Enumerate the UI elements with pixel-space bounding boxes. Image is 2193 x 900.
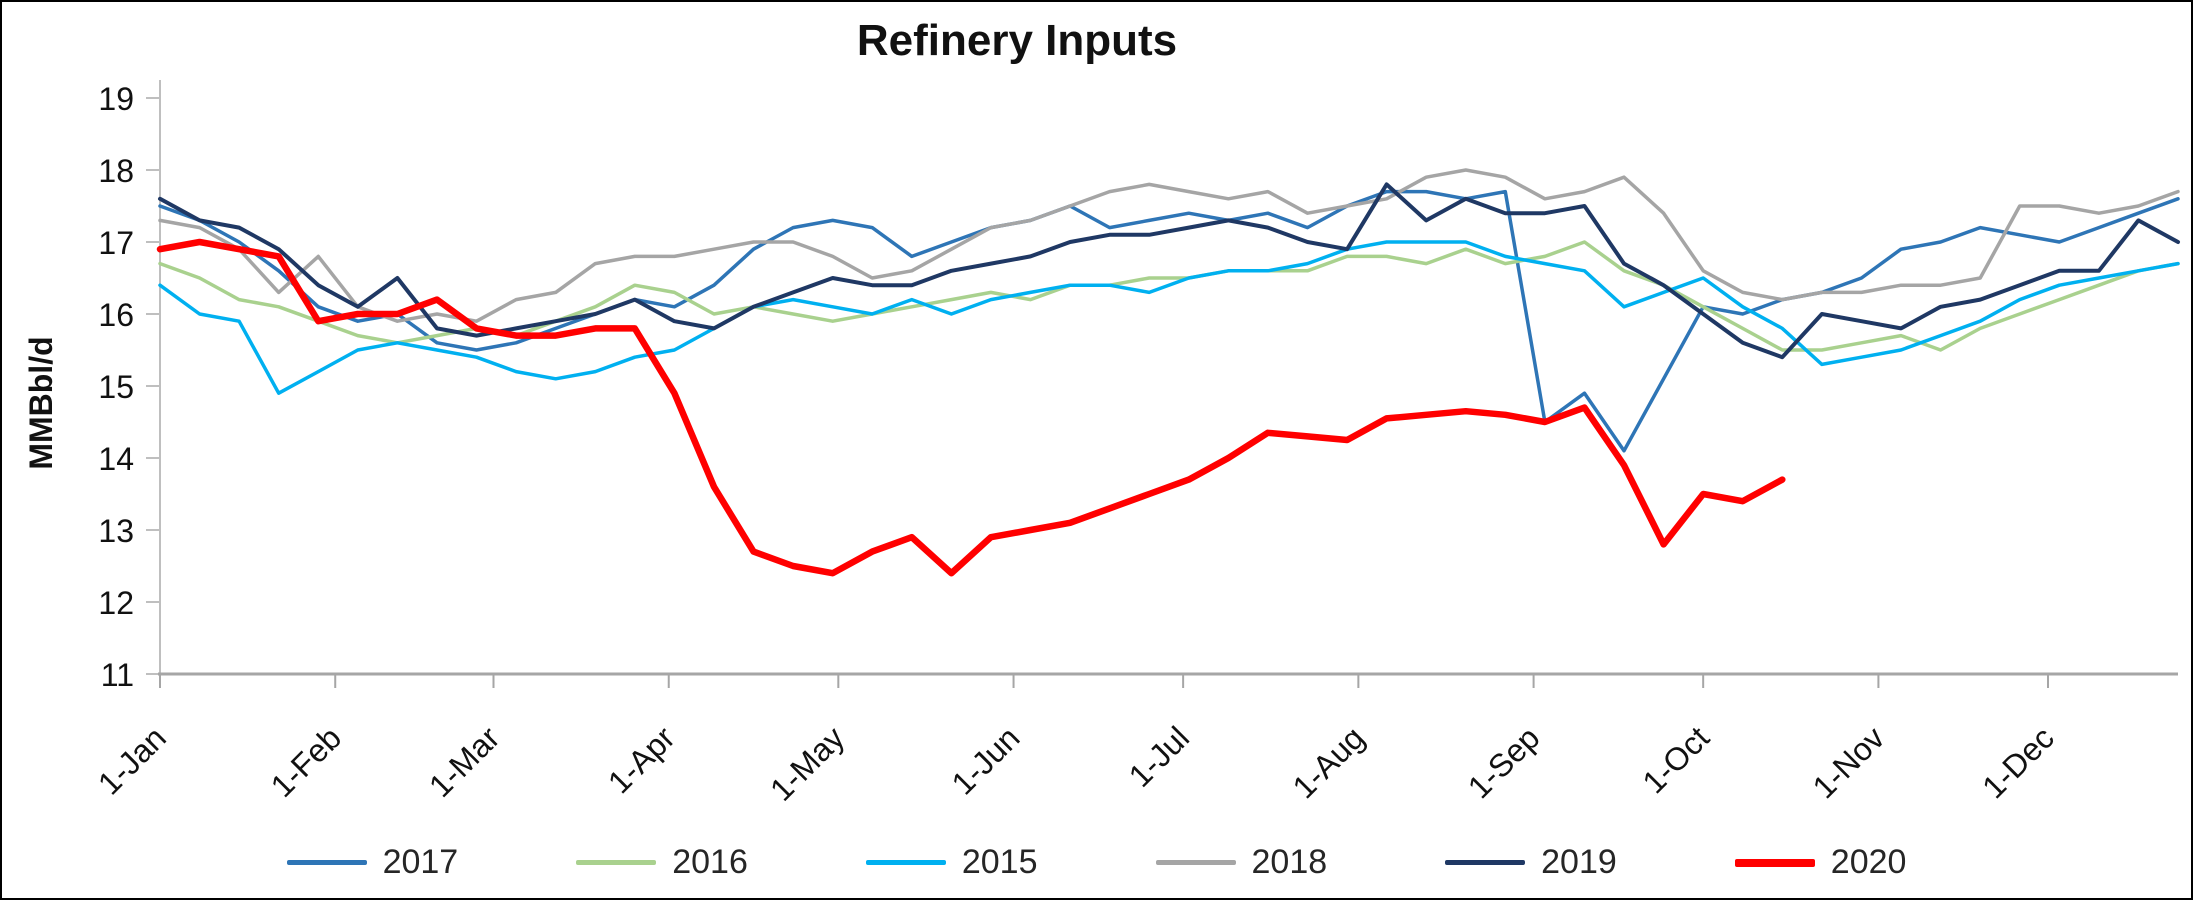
y-tick-label: 12 — [98, 585, 134, 621]
x-tick-label: 1-Nov — [1806, 719, 1892, 805]
y-tick-label: 18 — [98, 153, 134, 189]
x-tick-label: 1-Dec — [1975, 719, 2061, 805]
legend-swatch-2020 — [1734, 858, 1815, 867]
series-line-2015 — [158, 240, 2180, 395]
x-tick-label: 1-Aug — [1285, 719, 1371, 805]
y-tick-label: 11 — [101, 657, 134, 693]
series-line-2017 — [158, 189, 2180, 453]
x-tick-label: 1-May — [763, 719, 851, 807]
legend-item-2016: 2016 — [576, 843, 748, 882]
legend-label-2020: 2020 — [1830, 843, 1907, 881]
x-tick-label: 1-Jul — [1122, 719, 1197, 794]
y-tick-label: 15 — [98, 369, 134, 405]
legend-label-2015: 2015 — [961, 843, 1038, 881]
x-tick-label: 1-Mar — [422, 719, 507, 804]
legend-swatch-2015 — [865, 860, 946, 865]
legend-item-2019: 2019 — [1445, 843, 1617, 882]
series-line-2018 — [158, 168, 2180, 323]
series-line-2019 — [158, 182, 2180, 360]
legend-item-2015: 2015 — [865, 843, 1038, 882]
legend-label-2019: 2019 — [1541, 843, 1617, 881]
legend-swatch-2018 — [1155, 860, 1236, 865]
legend-label-2017: 2017 — [382, 843, 459, 881]
x-tick-label: 1-Oct — [1635, 719, 1716, 800]
legend-item-2020: 2020 — [1734, 843, 1907, 882]
legend-label-2016: 2016 — [672, 843, 748, 881]
y-tick-label: 19 — [98, 81, 134, 117]
x-tick-label: 1-Jun — [944, 719, 1026, 801]
legend-item-2017: 2017 — [286, 843, 459, 882]
series-line-2020 — [156, 238, 1786, 577]
legend-swatch-2016 — [576, 860, 657, 865]
x-tick-label: 1-Sep — [1461, 719, 1547, 805]
legend-item-2018: 2018 — [1155, 843, 1328, 882]
x-tick-label: 1-Apr — [601, 719, 682, 800]
legend-label-2018: 2018 — [1251, 843, 1328, 881]
y-tick-label: 16 — [98, 297, 134, 333]
legend-swatch-2019 — [1445, 860, 1526, 865]
x-tick-label: 1-Jan — [91, 719, 173, 801]
x-tick-label: 1-Feb — [264, 719, 349, 804]
y-tick-label: 14 — [98, 441, 134, 477]
chart-legend: 2017 2016 2015 2018 2019 2020 — [2, 843, 2191, 882]
y-tick-label: 13 — [98, 513, 134, 549]
chart-title: Refinery Inputs — [856, 16, 1178, 65]
legend-swatch-2017 — [286, 860, 367, 865]
y-tick-label: 17 — [98, 225, 134, 261]
